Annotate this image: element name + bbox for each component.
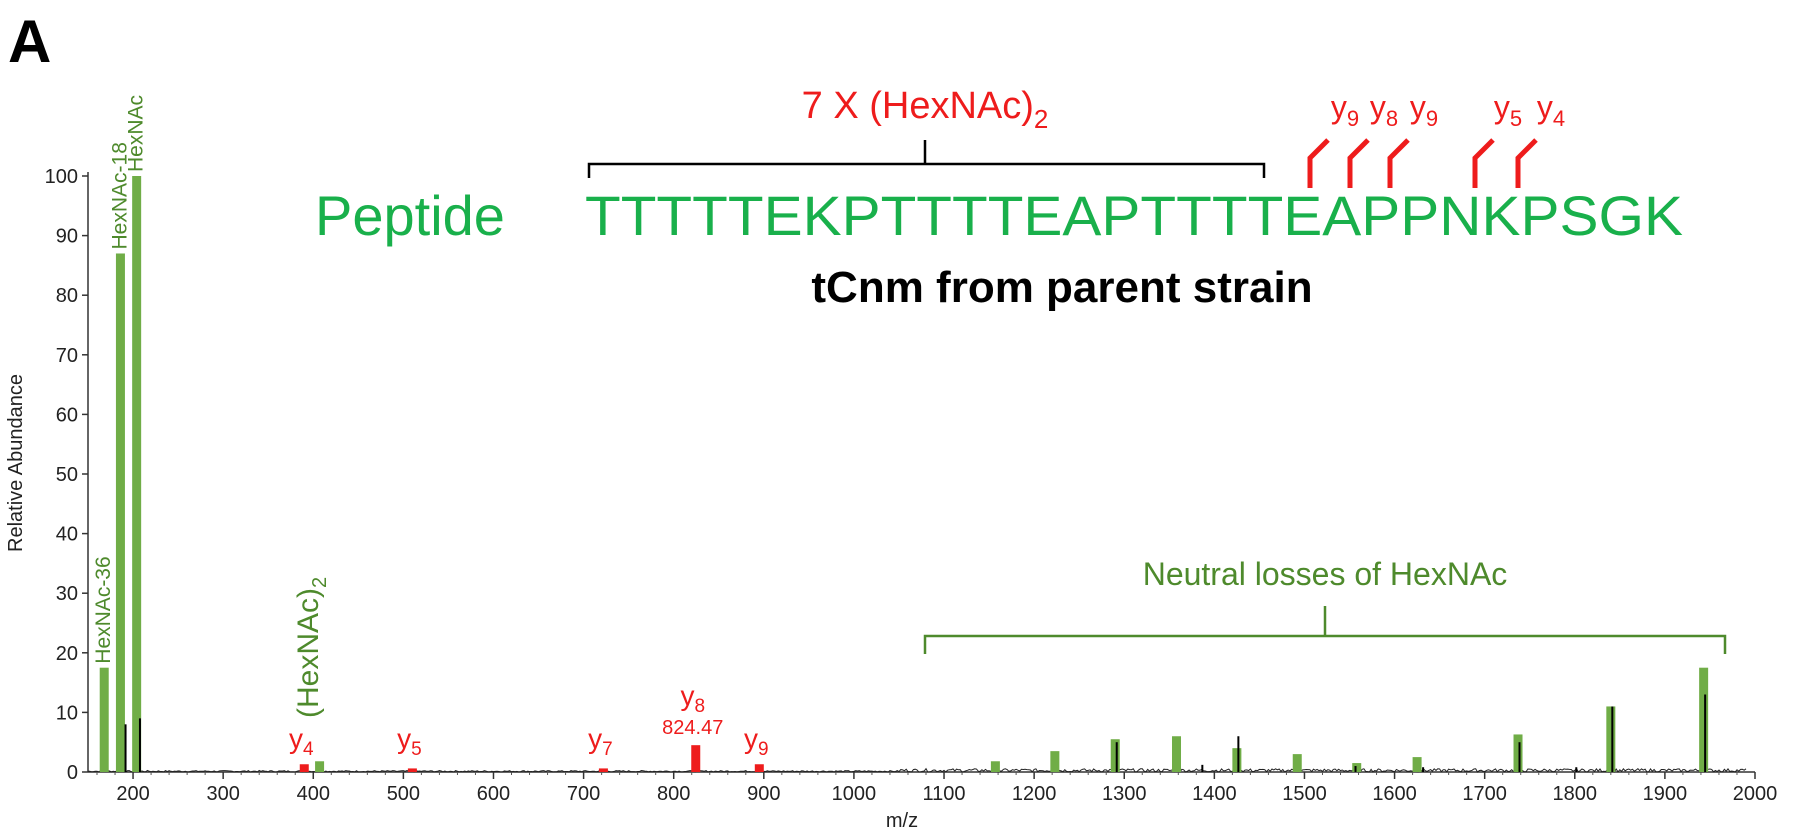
x-tick-label: 600 bbox=[477, 783, 510, 805]
modification-bracket bbox=[587, 140, 1266, 178]
x-tick-label: 900 bbox=[747, 783, 780, 805]
spectrum-trace bbox=[87, 767, 1747, 773]
red-peak-bar bbox=[299, 764, 309, 772]
peptide-label: Peptide bbox=[315, 184, 505, 247]
green-peak-bar bbox=[1232, 748, 1242, 772]
y-tick-label: 60 bbox=[56, 404, 78, 426]
spectrum-peaks bbox=[124, 694, 1707, 772]
y-tick-label: 30 bbox=[56, 583, 78, 605]
fragment-ion-label: y9 bbox=[1410, 89, 1438, 131]
red-peak-bar bbox=[407, 768, 417, 772]
green-peak-bar bbox=[1110, 739, 1120, 772]
x-tick-label: 200 bbox=[116, 783, 149, 805]
green-peak-bar bbox=[1172, 736, 1182, 772]
green-peak-bar bbox=[990, 761, 1000, 772]
fragment-ion-label: y8 bbox=[1370, 89, 1398, 131]
y-ion-label: y9 bbox=[744, 723, 769, 760]
green-peak-bar bbox=[1412, 757, 1422, 772]
x-tick-label: 1800 bbox=[1553, 783, 1598, 805]
x-tick-label: 1600 bbox=[1372, 783, 1417, 805]
y-ion-label: y5 bbox=[397, 723, 422, 760]
y-tick-label: 50 bbox=[56, 464, 78, 486]
neutral-losses-label: Neutral losses of HexNAc bbox=[1143, 556, 1508, 592]
hexnac-peaks bbox=[99, 176, 1709, 773]
baseline-noise bbox=[87, 767, 1747, 773]
y-ion-peaks bbox=[299, 745, 764, 772]
hexnac2-annotation: (HexNAc)2 bbox=[292, 577, 331, 718]
green-peak-label: HexNAc-18 bbox=[108, 142, 131, 249]
fragment-cleavage-marker bbox=[1472, 138, 1495, 188]
y-ion-label: y8 bbox=[680, 680, 705, 717]
neutral-losses-bracket bbox=[923, 606, 1727, 654]
green-peak-bar bbox=[1699, 667, 1709, 772]
x-tick-label: 700 bbox=[567, 783, 600, 805]
green-peak-label: HexNAc bbox=[125, 95, 148, 172]
green-peak-bar bbox=[1050, 751, 1060, 772]
fragment-cleavage-marker bbox=[1347, 138, 1370, 188]
green-peak-bar bbox=[1352, 763, 1362, 772]
axes: 0 10 20 30 40 50 60 70 80 90 100 200 300 400 500 600 700… bbox=[45, 166, 1778, 805]
x-tick-label: 500 bbox=[387, 783, 420, 805]
x-tick-label: 2000 bbox=[1733, 783, 1778, 805]
fragment-ion-label: y9 bbox=[1331, 89, 1359, 131]
fragment-cleavage-marker bbox=[1307, 138, 1330, 188]
x-tick-label: 1300 bbox=[1102, 783, 1147, 805]
fragment-ion-label: y5 bbox=[1494, 89, 1522, 131]
y-ion-label: y4 bbox=[289, 723, 314, 760]
y-axis-title: Relative Abundance bbox=[5, 374, 27, 552]
x-tick-label: 1200 bbox=[1012, 783, 1057, 805]
x-axis-title: m/z bbox=[886, 810, 918, 831]
green-peak-bar bbox=[1606, 706, 1616, 772]
peptide-sequence: TTTTTEKPTTTTEAPTTTTEAPPNKPSGK bbox=[585, 184, 1683, 247]
y-tick-label: 0 bbox=[67, 762, 78, 784]
y-tick-label: 70 bbox=[56, 345, 78, 367]
red-peak-bar bbox=[754, 764, 764, 772]
x-tick-label: 1000 bbox=[832, 783, 877, 805]
fragment-ion-label: y4 bbox=[1537, 89, 1565, 131]
x-tick-label: 800 bbox=[657, 783, 690, 805]
green-peak-bar bbox=[132, 176, 142, 772]
x-tick-label: 400 bbox=[297, 783, 330, 805]
y-tick-label: 100 bbox=[45, 166, 78, 188]
green-peak-bar bbox=[115, 253, 125, 773]
y-tick-label: 10 bbox=[56, 702, 78, 724]
x-tick-label: 1100 bbox=[923, 783, 966, 805]
y-ion-label: y7 bbox=[588, 723, 613, 760]
green-peak-label: HexNAc-36 bbox=[92, 556, 115, 663]
peak-mz-label: 824.47 bbox=[662, 717, 723, 739]
x-tick-label: 1700 bbox=[1462, 783, 1507, 805]
green-peak-bar bbox=[1513, 734, 1523, 772]
x-tick-label: 1500 bbox=[1282, 783, 1327, 805]
modification-label: 7 X (HexNAc)2 bbox=[802, 85, 1049, 134]
fragment-markers: y9 y8 y9 y5 y4 bbox=[1307, 89, 1565, 188]
y-tick-label: 80 bbox=[56, 285, 78, 307]
red-peak-bar bbox=[691, 745, 701, 772]
fragment-cleavage-marker bbox=[1387, 138, 1410, 188]
y-tick-label: 40 bbox=[56, 524, 78, 546]
green-peak-bar bbox=[315, 761, 325, 772]
y-tick-label: 20 bbox=[56, 643, 78, 665]
x-tick-label: 300 bbox=[206, 783, 239, 805]
x-tick-label: 1400 bbox=[1192, 783, 1237, 805]
panel-letter: A bbox=[8, 8, 51, 75]
fragment-cleavage-marker bbox=[1515, 138, 1538, 188]
y-tick-label: 90 bbox=[56, 226, 78, 248]
x-tick-label: 1900 bbox=[1643, 783, 1688, 805]
red-peak-bar bbox=[598, 768, 608, 772]
green-peak-bar bbox=[99, 667, 109, 772]
green-peak-bar bbox=[1292, 754, 1302, 772]
peptide-subtitle: tCnm from parent strain bbox=[811, 263, 1312, 312]
